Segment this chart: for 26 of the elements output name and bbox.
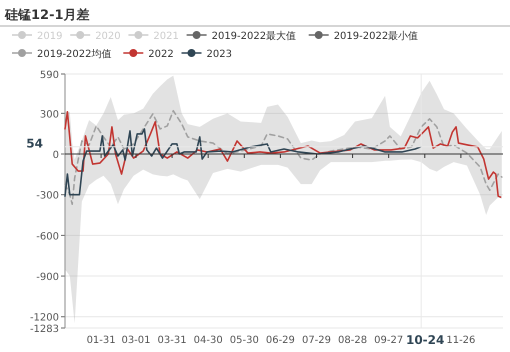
legend-label: 2022 (148, 49, 174, 60)
ref-line-label: 54 (26, 136, 43, 151)
x-tick-label: 03-01 (121, 335, 151, 346)
y-tick-label: 0 (52, 150, 59, 162)
legend-label: 2019-2022最大值 (212, 30, 296, 42)
ref-line-label: 10-24 (406, 333, 444, 347)
y-tick-label: 590 (40, 70, 59, 81)
x-tick-label: 08-28 (338, 335, 368, 346)
y-tick-label: -1283 (30, 324, 59, 335)
y-tick-label: 300 (40, 109, 59, 120)
x-tick-label: 03-31 (158, 335, 187, 346)
x-tick-label: 09-27 (374, 335, 404, 346)
y-tick-label: -1200 (30, 312, 59, 324)
y-tick-label: -900 (36, 272, 59, 284)
x-tick-label: 05-30 (230, 335, 259, 346)
x-tick-label: 11-26 (446, 335, 476, 346)
x-tick-label: 04-30 (194, 335, 223, 346)
legend-label: 2019-2022均值 (37, 48, 112, 60)
legend-label: 2019-2022最小值 (334, 30, 418, 42)
x-tick-label: 01-31 (86, 335, 116, 346)
x-tick-label: 07-29 (302, 335, 332, 346)
legend-label: 2023 (206, 49, 232, 60)
y-tick-label: -300 (36, 190, 59, 202)
x-tick-label: 06-29 (266, 335, 295, 346)
chart-title: 硅锰12-1月差 (4, 8, 90, 23)
y-tick-label: -600 (36, 231, 59, 242)
